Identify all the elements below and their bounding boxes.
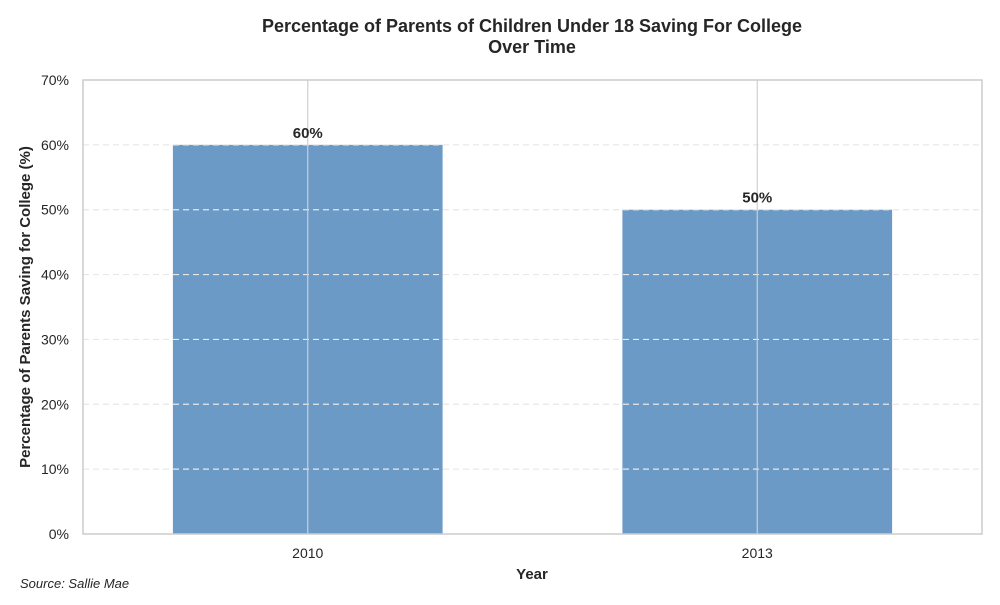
x-tick-label: 2010: [292, 545, 323, 561]
chart-title-line-2: Over Time: [488, 37, 576, 57]
data-label-2010: 60%: [293, 125, 323, 142]
x-tick-label: 2013: [742, 545, 773, 561]
y-tick-label: 20%: [41, 396, 69, 412]
source-note: Source: Sallie Mae: [20, 576, 129, 591]
y-tick-label: 30%: [41, 331, 69, 347]
tick-labels: 0% 10% 20% 30% 40% 50% 60% 70% 2010 2013: [41, 72, 773, 561]
y-tick-label: 50%: [41, 202, 69, 218]
y-tick-label: 60%: [41, 137, 69, 153]
y-axis-label: Percentage of Parents Saving for College…: [17, 146, 34, 468]
y-tick-label: 40%: [41, 267, 69, 283]
data-labels: 60% 50%: [293, 125, 773, 207]
gridlines: [83, 80, 982, 534]
y-tick-label: 10%: [41, 461, 69, 477]
data-label-2013: 50%: [742, 190, 772, 207]
chart-title-line-1: Percentage of Parents of Children Under …: [262, 16, 802, 36]
plot-frame: [82, 79, 983, 535]
y-tick-label: 0%: [49, 526, 69, 542]
x-axis-label: Year: [516, 566, 548, 583]
y-tick-label: 70%: [41, 72, 69, 88]
